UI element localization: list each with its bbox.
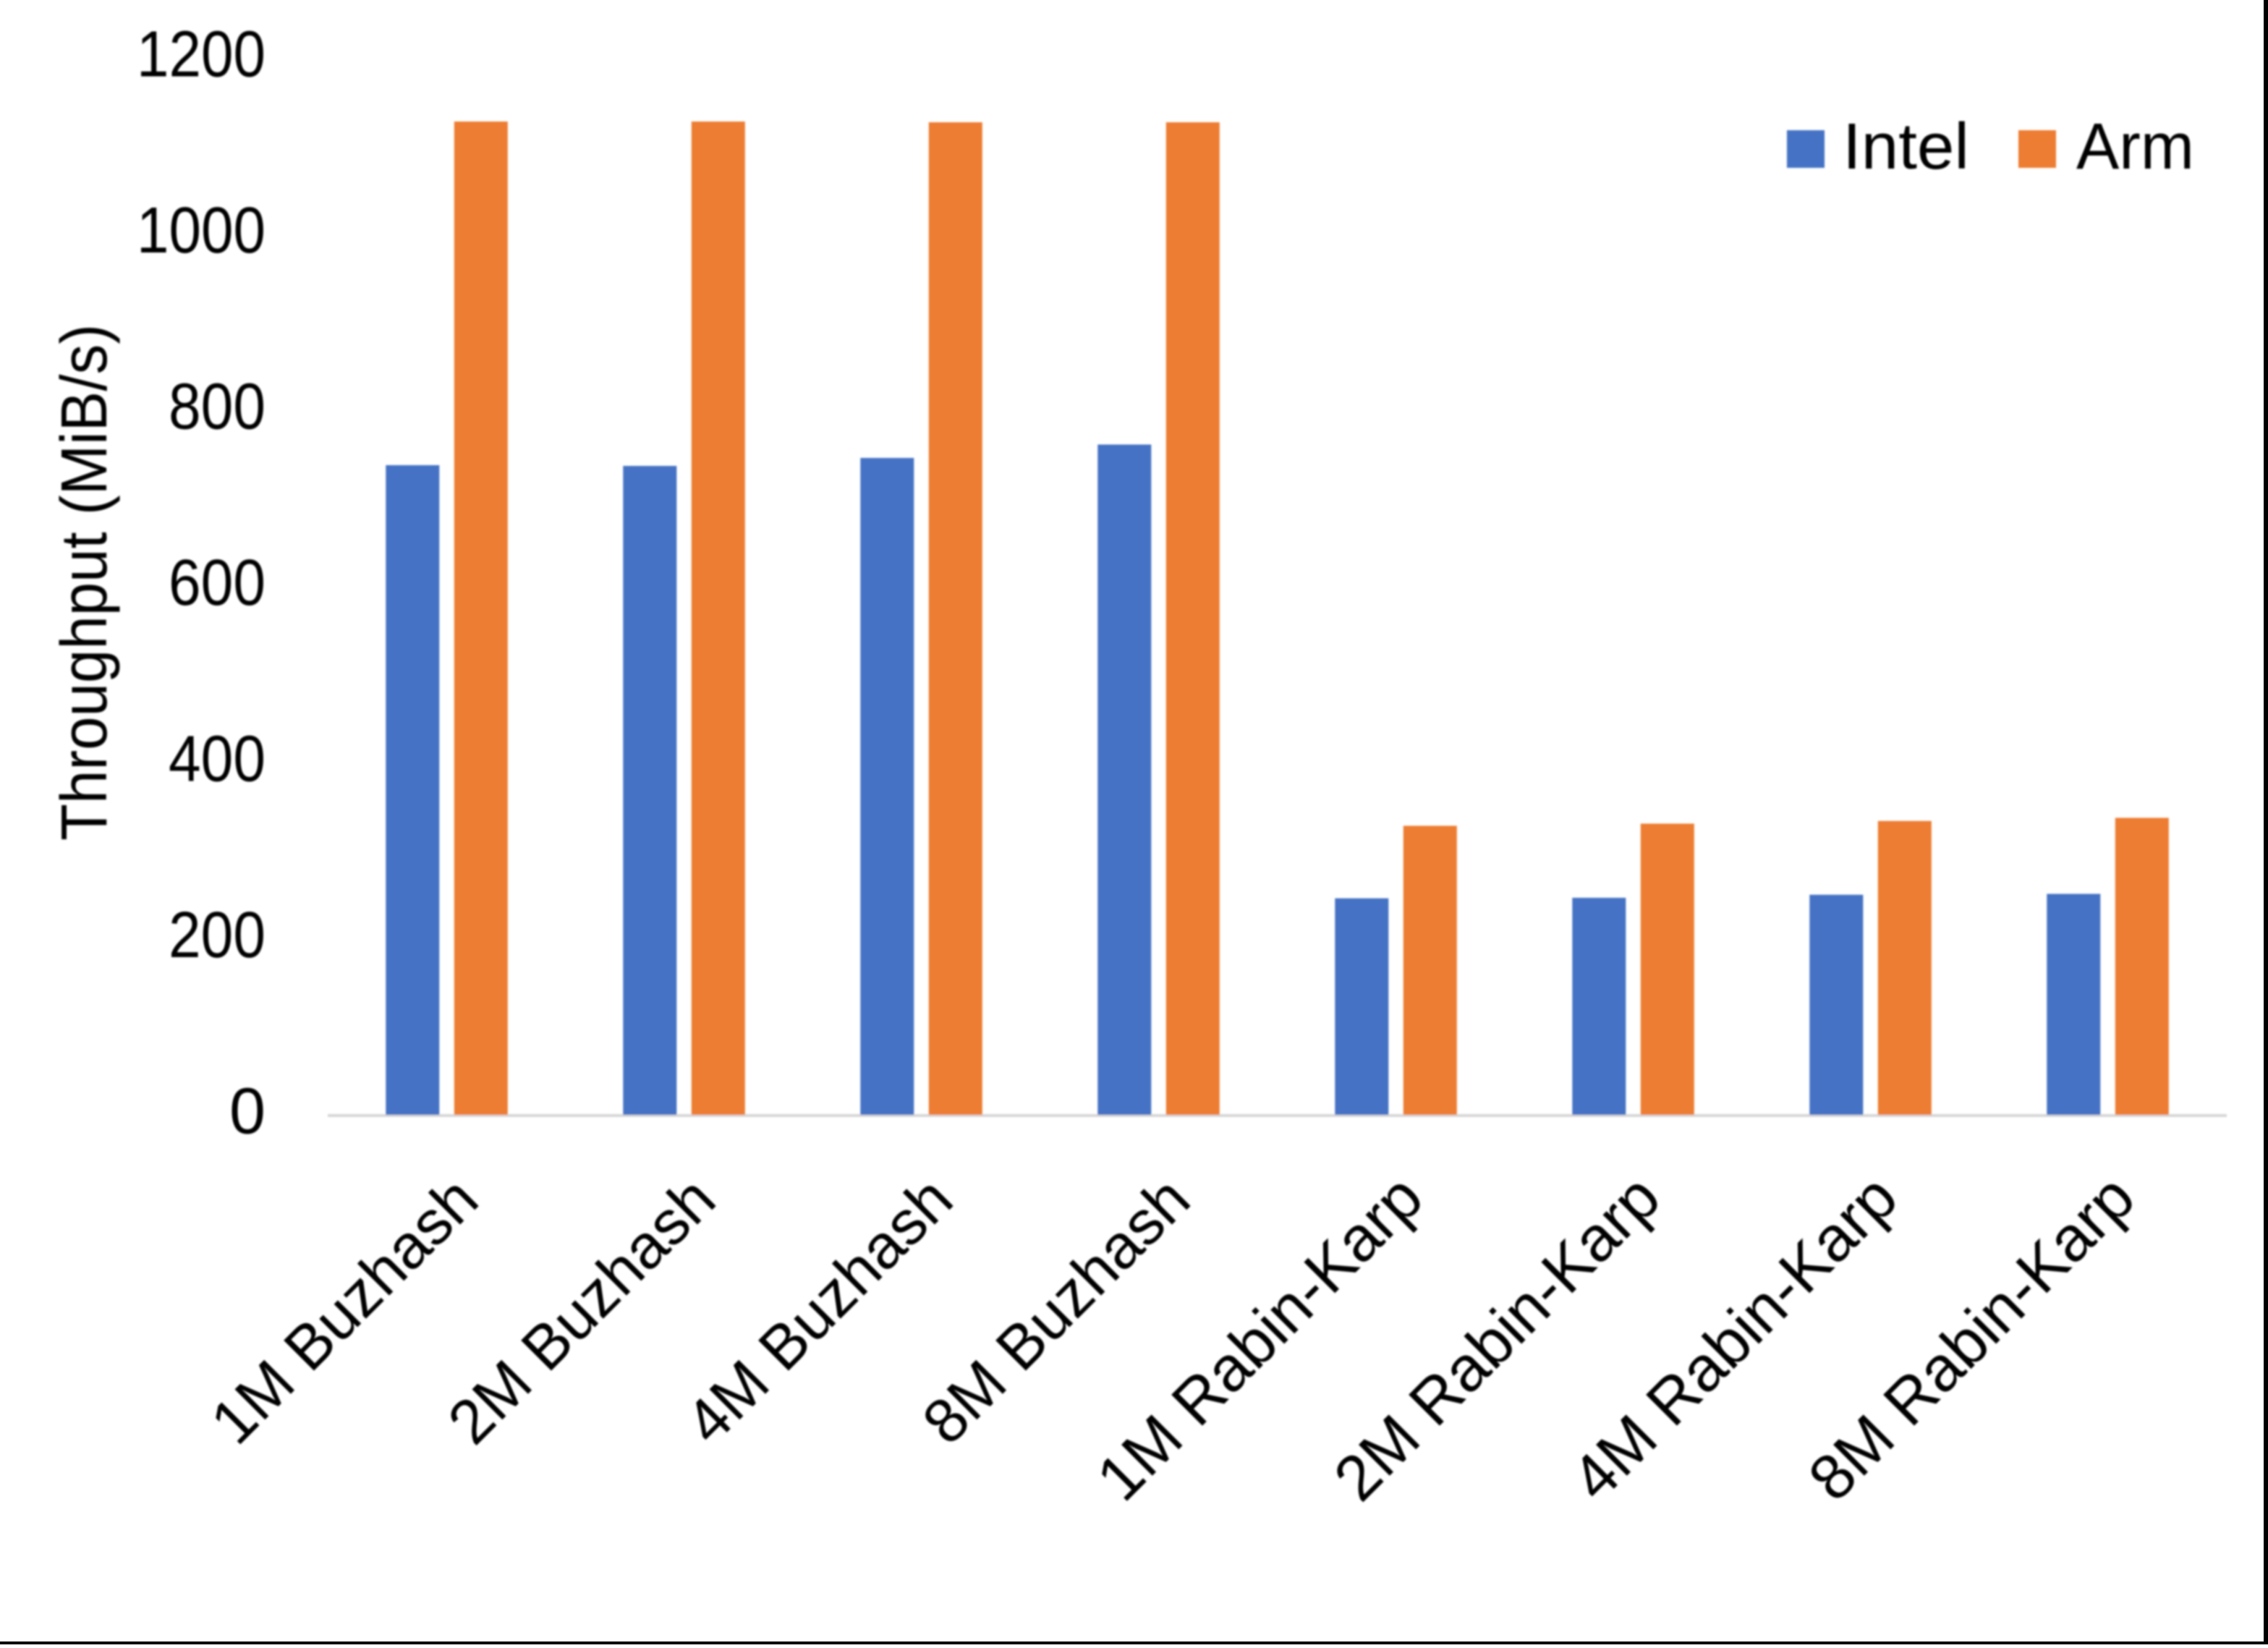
svg-text:0: 0 bbox=[229, 1076, 266, 1148]
svg-text:800: 800 bbox=[169, 371, 266, 443]
svg-text:400: 400 bbox=[169, 723, 266, 796]
svg-text:1000: 1000 bbox=[137, 195, 266, 267]
svg-text:Throughput (MiB/s): Throughput (MiB/s) bbox=[48, 324, 121, 841]
svg-text:1200: 1200 bbox=[137, 19, 266, 91]
svg-text:200: 200 bbox=[169, 899, 266, 972]
svg-text:Intel: Intel bbox=[1843, 111, 1969, 183]
svg-text:600: 600 bbox=[169, 547, 266, 619]
svg-text:Arm: Arm bbox=[2076, 111, 2194, 183]
